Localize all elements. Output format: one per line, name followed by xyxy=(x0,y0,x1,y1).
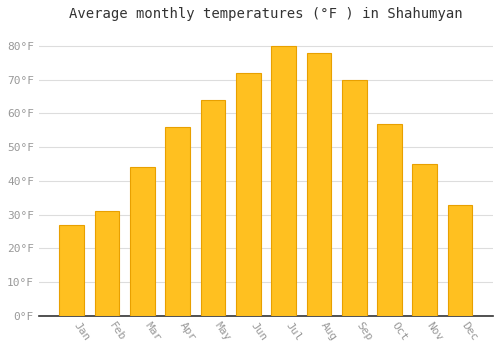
Bar xyxy=(448,204,472,316)
Bar xyxy=(271,46,296,316)
Bar xyxy=(377,124,402,316)
Bar xyxy=(412,164,437,316)
Bar xyxy=(166,127,190,316)
Bar xyxy=(306,53,331,316)
Bar xyxy=(60,225,84,316)
Bar xyxy=(342,80,366,316)
Bar xyxy=(200,100,226,316)
Bar xyxy=(130,167,155,316)
Bar xyxy=(236,73,260,316)
Bar xyxy=(94,211,120,316)
Title: Average monthly temperatures (°F ) in Shahumyan: Average monthly temperatures (°F ) in Sh… xyxy=(69,7,462,21)
